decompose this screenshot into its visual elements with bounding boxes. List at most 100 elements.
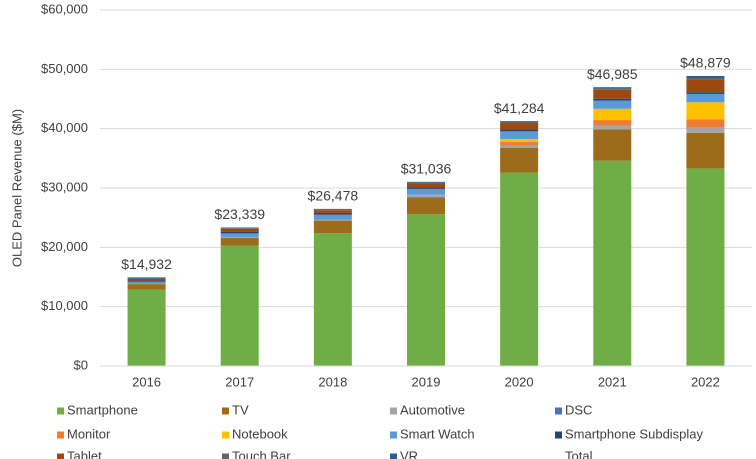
- bar-segment: [127, 278, 166, 281]
- bar-segment: [127, 280, 166, 282]
- bar-segment: [313, 212, 352, 215]
- y-axis-label: OLED Panel Revenue ($M): [9, 109, 24, 267]
- legend-label: VR: [400, 448, 418, 459]
- x-tick-label: 2018: [318, 374, 347, 389]
- legend-label: Total: [565, 448, 593, 459]
- y-tick-label: $10,000: [41, 298, 88, 313]
- bar-segment: [593, 87, 632, 89]
- bar-segment: [313, 210, 352, 213]
- bar-segment: [220, 227, 259, 229]
- bar-segment: [500, 121, 539, 124]
- legend-swatch: [222, 431, 229, 439]
- bar-segment: [220, 237, 259, 238]
- bar-segment: [500, 123, 539, 130]
- legend-swatch: [222, 407, 229, 415]
- legend-label: Monitor: [67, 426, 111, 441]
- bar-segment: [686, 77, 725, 80]
- total-label: $31,036: [401, 161, 452, 177]
- bar-segment: [500, 142, 539, 145]
- legend-label: Notebook: [232, 426, 288, 441]
- bar-segment: [407, 183, 445, 188]
- legend-label: Smart Watch: [400, 426, 475, 441]
- x-tick-label: 2020: [505, 374, 534, 389]
- bar-segment: [500, 131, 539, 140]
- bar-segment: [127, 277, 166, 279]
- x-tick-label: 2016: [132, 374, 161, 389]
- legend-label: TV: [232, 402, 249, 417]
- y-tick-label: $60,000: [41, 1, 88, 16]
- bar-segment: [500, 139, 539, 143]
- bar-segment: [686, 102, 725, 120]
- bar-segment: [220, 233, 259, 237]
- bar-segment: [220, 228, 259, 229]
- bar-segment: [686, 119, 725, 128]
- legend-swatch: [390, 453, 397, 459]
- x-tick-label: 2022: [691, 374, 720, 389]
- total-label: $23,339: [214, 206, 265, 222]
- bar-segment: [500, 129, 539, 132]
- y-tick-label: $30,000: [41, 179, 88, 194]
- bar-segment: [500, 145, 539, 148]
- bar-segment: [407, 182, 445, 184]
- bar-segment: [313, 214, 352, 220]
- bar-segment: [407, 187, 445, 189]
- x-tick-label: 2021: [598, 374, 627, 389]
- bar-segment: [407, 195, 445, 197]
- bar-segment: [593, 98, 632, 101]
- bar-segment: [593, 129, 632, 161]
- legend-label: DSC: [565, 402, 592, 417]
- bar-segment: [407, 197, 445, 215]
- y-tick-label: $20,000: [41, 239, 88, 254]
- legend-swatch: [555, 431, 562, 439]
- legend-swatch: [57, 431, 64, 439]
- bar-segment: [593, 160, 632, 366]
- bar-segment: [407, 181, 445, 183]
- legend-label: Tablet: [67, 448, 102, 459]
- bar-segment: [220, 245, 259, 366]
- bar-segment: [313, 208, 352, 210]
- bar-segment: [220, 237, 259, 246]
- legend-label: Automotive: [400, 402, 465, 417]
- bar-segment: [407, 188, 445, 195]
- bar-segment: [127, 281, 166, 284]
- legend-swatch: [222, 453, 229, 459]
- legend-label: Touch Bar: [232, 448, 291, 459]
- bar-segment: [593, 88, 632, 90]
- legend-swatch: [57, 453, 64, 459]
- total-label: $41,284: [494, 100, 545, 116]
- bar-segment: [686, 93, 725, 103]
- bar-segment: [500, 147, 539, 173]
- legend-swatch: [390, 431, 397, 439]
- bar-segment: [313, 233, 352, 366]
- legend-swatch: [390, 407, 397, 415]
- bar-segment: [500, 121, 539, 122]
- bar-segment: [220, 231, 259, 234]
- legend-swatch: [57, 407, 64, 415]
- y-tick-label: $50,000: [41, 61, 88, 76]
- bar-segment: [313, 220, 352, 234]
- bar-segment: [313, 209, 352, 211]
- x-tick-label: 2017: [225, 374, 254, 389]
- bar-segment: [686, 92, 725, 94]
- bar-segment: [127, 284, 166, 290]
- total-label: $14,932: [121, 256, 172, 272]
- bar-segment: [407, 194, 445, 196]
- bar-segment: [500, 172, 539, 366]
- bar-segment: [593, 100, 632, 109]
- bar-segment: [407, 214, 445, 366]
- bar-segment: [593, 125, 632, 130]
- x-tick-label: 2019: [412, 374, 441, 389]
- bar-segment: [686, 127, 725, 133]
- bar-segment: [127, 289, 166, 366]
- total-label: $26,478: [308, 188, 359, 204]
- bar-segment: [313, 219, 352, 221]
- bar-segment: [686, 79, 725, 93]
- bar-segment: [686, 132, 725, 169]
- total-label: $46,985: [587, 66, 638, 82]
- bar-segment: [686, 75, 725, 78]
- bar-segment: [593, 120, 632, 126]
- y-tick-label: $40,000: [41, 120, 88, 135]
- legend-label: Smartphone: [67, 402, 138, 417]
- bar-segment: [593, 89, 632, 99]
